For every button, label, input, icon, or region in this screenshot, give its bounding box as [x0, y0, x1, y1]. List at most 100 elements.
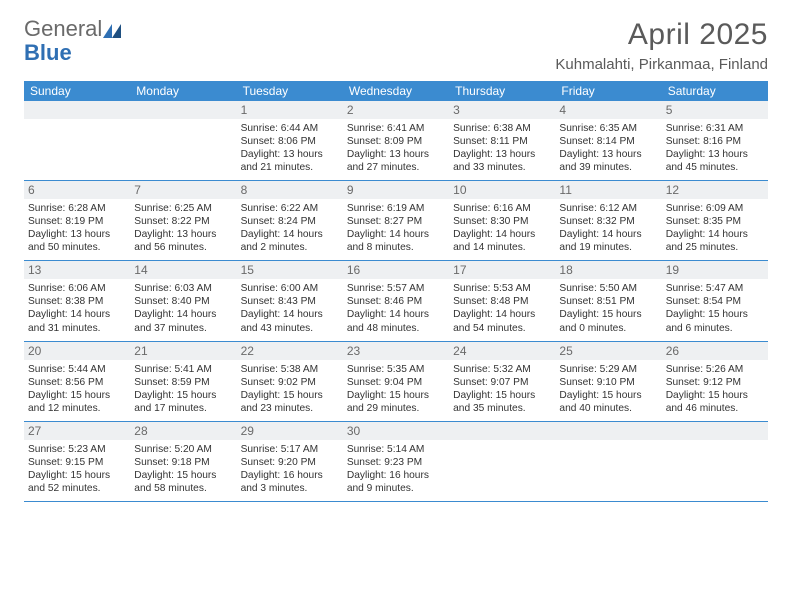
daylight-label: Daylight: 14 hours and 48 minutes.: [347, 308, 445, 334]
day-details: Sunrise: 5:29 AMSunset: 9:10 PMDaylight:…: [559, 363, 657, 415]
sunset-label: Sunset: 9:18 PM: [134, 456, 232, 469]
sunrise-label: Sunrise: 6:12 AM: [559, 202, 657, 215]
title-block: April 2025 Kuhmalahti, Pirkanmaa, Finlan…: [555, 18, 768, 73]
day-number: 22: [237, 342, 343, 360]
sunrise-label: Sunrise: 6:31 AM: [666, 122, 764, 135]
calendar-cell: 2 Sunrise: 6:41 AMSunset: 8:09 PMDaylight…: [343, 101, 449, 180]
day-details: Sunrise: 5:17 AMSunset: 9:20 PMDaylight:…: [241, 443, 339, 495]
day-number: [662, 422, 768, 440]
calendar-cell: 20Sunrise: 5:44 AMSunset: 8:56 PMDayligh…: [24, 342, 130, 421]
day-number: 10: [449, 181, 555, 199]
day-number: [449, 422, 555, 440]
calendar-cell: 15Sunrise: 6:00 AMSunset: 8:43 PMDayligh…: [237, 261, 343, 340]
calendar-cell: 13Sunrise: 6:06 AMSunset: 8:38 PMDayligh…: [24, 261, 130, 340]
day-details: Sunrise: 5:14 AMSunset: 9:23 PMDaylight:…: [347, 443, 445, 495]
sunset-label: Sunset: 8:46 PM: [347, 295, 445, 308]
sunrise-label: Sunrise: 5:17 AM: [241, 443, 339, 456]
sunrise-label: Sunrise: 5:23 AM: [28, 443, 126, 456]
daylight-label: Daylight: 15 hours and 58 minutes.: [134, 469, 232, 495]
dow-sunday: Sunday: [24, 81, 130, 101]
calendar-week: 13Sunrise: 6:06 AMSunset: 8:38 PMDayligh…: [24, 261, 768, 341]
day-number: 5: [662, 101, 768, 119]
header: GeneralBlue April 2025 Kuhmalahti, Pirka…: [24, 18, 768, 73]
calendar-cell: [662, 422, 768, 501]
day-number: [130, 101, 236, 119]
sunset-label: Sunset: 9:20 PM: [241, 456, 339, 469]
day-details: Sunrise: 6:28 AMSunset: 8:19 PMDaylight:…: [28, 202, 126, 254]
daylight-label: Daylight: 15 hours and 40 minutes.: [559, 389, 657, 415]
dow-monday: Monday: [130, 81, 236, 101]
calendar-cell: 26Sunrise: 5:26 AMSunset: 9:12 PMDayligh…: [662, 342, 768, 421]
day-details: Sunrise: 6:38 AMSunset: 8:11 PMDaylight:…: [453, 122, 551, 174]
daylight-label: Daylight: 13 hours and 56 minutes.: [134, 228, 232, 254]
calendar-cell: 29Sunrise: 5:17 AMSunset: 9:20 PMDayligh…: [237, 422, 343, 501]
day-details: Sunrise: 6:19 AMSunset: 8:27 PMDaylight:…: [347, 202, 445, 254]
day-number: 2: [343, 101, 449, 119]
day-details: Sunrise: 6:12 AMSunset: 8:32 PMDaylight:…: [559, 202, 657, 254]
sunrise-label: Sunrise: 6:38 AM: [453, 122, 551, 135]
sunset-label: Sunset: 9:12 PM: [666, 376, 764, 389]
day-details: Sunrise: 5:38 AMSunset: 9:02 PMDaylight:…: [241, 363, 339, 415]
daylight-label: Daylight: 15 hours and 29 minutes.: [347, 389, 445, 415]
daylight-label: Daylight: 13 hours and 33 minutes.: [453, 148, 551, 174]
sunset-label: Sunset: 8:06 PM: [241, 135, 339, 148]
sunrise-label: Sunrise: 5:26 AM: [666, 363, 764, 376]
logo-text-blue: Blue: [24, 40, 72, 65]
calendar-cell: 25Sunrise: 5:29 AMSunset: 9:10 PMDayligh…: [555, 342, 661, 421]
day-details: Sunrise: 6:03 AMSunset: 8:40 PMDaylight:…: [134, 282, 232, 334]
daylight-label: Daylight: 14 hours and 43 minutes.: [241, 308, 339, 334]
day-details: Sunrise: 5:23 AMSunset: 9:15 PMDaylight:…: [28, 443, 126, 495]
sunset-label: Sunset: 8:32 PM: [559, 215, 657, 228]
sunrise-label: Sunrise: 5:53 AM: [453, 282, 551, 295]
day-number: 18: [555, 261, 661, 279]
day-details: Sunrise: 5:35 AMSunset: 9:04 PMDaylight:…: [347, 363, 445, 415]
calendar-week: 1Sunrise: 6:44 AMSunset: 8:06 PMDaylight…: [24, 101, 768, 181]
daylight-label: Daylight: 13 hours and 45 minutes.: [666, 148, 764, 174]
sunrise-label: Sunrise: 5:35 AM: [347, 363, 445, 376]
day-details: Sunrise: 6:06 AMSunset: 8:38 PMDaylight:…: [28, 282, 126, 334]
sunset-label: Sunset: 9:07 PM: [453, 376, 551, 389]
day-number: 8: [237, 181, 343, 199]
calendar-cell: 12Sunrise: 6:09 AMSunset: 8:35 PMDayligh…: [662, 181, 768, 260]
day-number: 15: [237, 261, 343, 279]
daylight-label: Daylight: 14 hours and 14 minutes.: [453, 228, 551, 254]
day-number: [555, 422, 661, 440]
daylight-label: Daylight: 16 hours and 9 minutes.: [347, 469, 445, 495]
day-number: 9: [343, 181, 449, 199]
daylight-label: Daylight: 14 hours and 8 minutes.: [347, 228, 445, 254]
calendar-cell: 24Sunrise: 5:32 AMSunset: 9:07 PMDayligh…: [449, 342, 555, 421]
sunrise-label: Sunrise: 6:19 AM: [347, 202, 445, 215]
calendar-cell: 6Sunrise: 6:28 AMSunset: 8:19 PMDaylight…: [24, 181, 130, 260]
sunrise-label: Sunrise: 5:29 AM: [559, 363, 657, 376]
sunset-label: Sunset: 9:15 PM: [28, 456, 126, 469]
daylight-label: Daylight: 14 hours and 54 minutes.: [453, 308, 551, 334]
sunrise-label: Sunrise: 6:28 AM: [28, 202, 126, 215]
page-title: April 2025: [555, 18, 768, 52]
day-number: 3: [449, 101, 555, 119]
daylight-label: Daylight: 15 hours and 35 minutes.: [453, 389, 551, 415]
sunrise-label: Sunrise: 6:25 AM: [134, 202, 232, 215]
calendar-cell: 30Sunrise: 5:14 AMSunset: 9:23 PMDayligh…: [343, 422, 449, 501]
sunset-label: Sunset: 8:48 PM: [453, 295, 551, 308]
day-number: 26: [662, 342, 768, 360]
daylight-label: Daylight: 13 hours and 21 minutes.: [241, 148, 339, 174]
day-number: 20: [24, 342, 130, 360]
calendar-week: 20Sunrise: 5:44 AMSunset: 8:56 PMDayligh…: [24, 342, 768, 422]
day-number: 23: [343, 342, 449, 360]
calendar-cell: 5 Sunrise: 6:31 AMSunset: 8:16 PMDaylight…: [662, 101, 768, 180]
day-details: Sunrise: 6:31 AMSunset: 8:16 PMDaylight:…: [666, 122, 764, 174]
calendar-cell: 16Sunrise: 5:57 AMSunset: 8:46 PMDayligh…: [343, 261, 449, 340]
day-number: 11: [555, 181, 661, 199]
sunrise-label: Sunrise: 5:44 AM: [28, 363, 126, 376]
sunrise-label: Sunrise: 6:16 AM: [453, 202, 551, 215]
calendar-cell: 14Sunrise: 6:03 AMSunset: 8:40 PMDayligh…: [130, 261, 236, 340]
day-number: 16: [343, 261, 449, 279]
sunrise-label: Sunrise: 5:50 AM: [559, 282, 657, 295]
sunset-label: Sunset: 8:43 PM: [241, 295, 339, 308]
day-details: Sunrise: 6:41 AMSunset: 8:09 PMDaylight:…: [347, 122, 445, 174]
sunset-label: Sunset: 9:04 PM: [347, 376, 445, 389]
sunrise-label: Sunrise: 5:41 AM: [134, 363, 232, 376]
sunrise-label: Sunrise: 6:41 AM: [347, 122, 445, 135]
daylight-label: Daylight: 14 hours and 2 minutes.: [241, 228, 339, 254]
sunrise-label: Sunrise: 6:44 AM: [241, 122, 339, 135]
